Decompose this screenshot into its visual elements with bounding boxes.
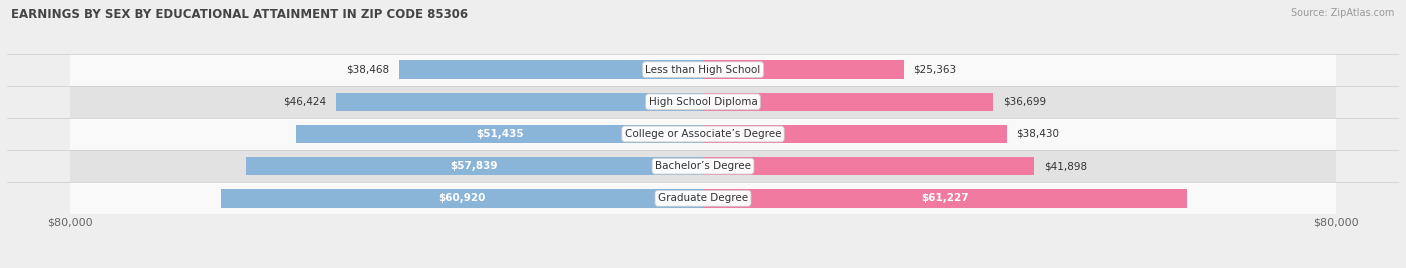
Text: Source: ZipAtlas.com: Source: ZipAtlas.com — [1291, 8, 1395, 18]
Text: $38,468: $38,468 — [346, 65, 389, 75]
Text: Less than High School: Less than High School — [645, 65, 761, 75]
Bar — [703, 60, 904, 79]
Text: Bachelor’s Degree: Bachelor’s Degree — [655, 161, 751, 171]
Bar — [703, 125, 1007, 143]
Bar — [221, 189, 703, 208]
Text: $46,424: $46,424 — [283, 97, 326, 107]
Text: $41,898: $41,898 — [1043, 161, 1087, 171]
Bar — [70, 182, 1336, 214]
Bar — [70, 150, 1336, 182]
Text: $51,435: $51,435 — [475, 129, 523, 139]
Text: $57,839: $57,839 — [450, 161, 498, 171]
Text: High School Diploma: High School Diploma — [648, 97, 758, 107]
Text: $61,227: $61,227 — [921, 193, 969, 203]
Bar — [70, 118, 1336, 150]
Bar — [246, 157, 703, 176]
Text: $60,920: $60,920 — [439, 193, 486, 203]
Bar — [399, 60, 703, 79]
Text: EARNINGS BY SEX BY EDUCATIONAL ATTAINMENT IN ZIP CODE 85306: EARNINGS BY SEX BY EDUCATIONAL ATTAINMEN… — [11, 8, 468, 21]
Bar — [70, 86, 1336, 118]
Text: $25,363: $25,363 — [912, 65, 956, 75]
Text: $36,699: $36,699 — [1002, 97, 1046, 107]
Bar — [70, 54, 1336, 86]
Text: $38,430: $38,430 — [1017, 129, 1060, 139]
Bar — [297, 125, 703, 143]
Bar — [703, 189, 1187, 208]
Text: College or Associate’s Degree: College or Associate’s Degree — [624, 129, 782, 139]
Bar — [703, 157, 1035, 176]
Bar — [703, 92, 993, 111]
Text: Graduate Degree: Graduate Degree — [658, 193, 748, 203]
Bar — [336, 92, 703, 111]
